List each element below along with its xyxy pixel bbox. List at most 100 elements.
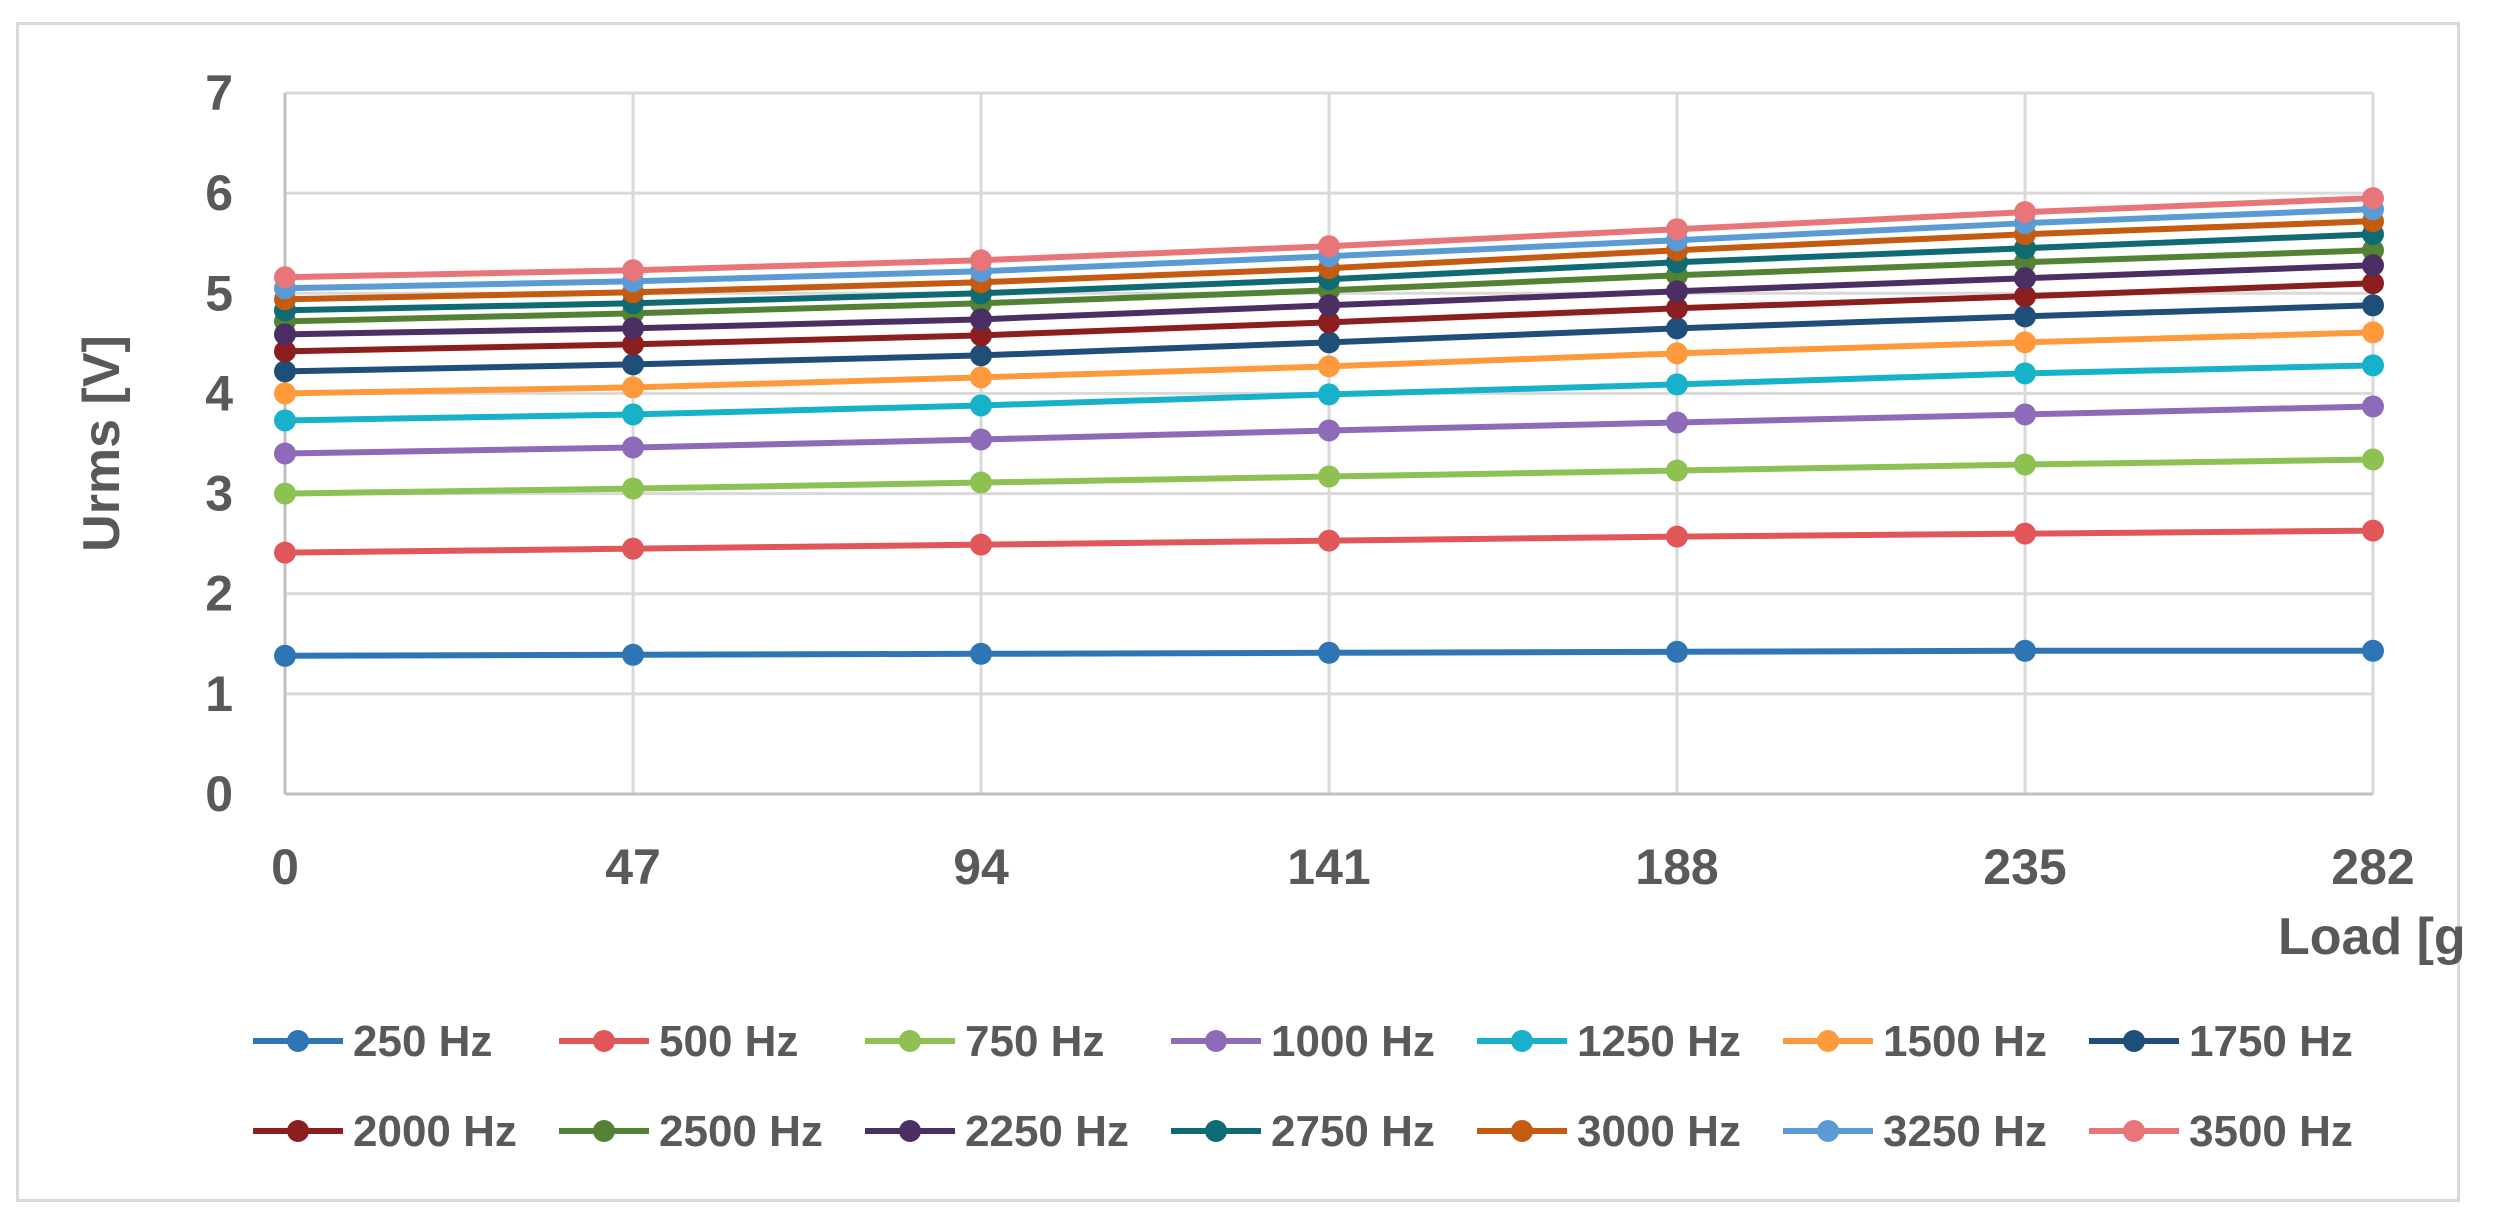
data-point [2362,294,2384,317]
x-tick-label: 282 [2331,839,2414,895]
gridlines [285,91,2375,794]
data-point [1666,342,1688,365]
series-3500-hz [274,187,2384,289]
data-point [970,366,992,389]
legend-label: 3000 Hz [1577,1107,1741,1156]
data-point [2014,362,2036,385]
data-point [1666,640,1688,663]
data-point [2014,285,2036,308]
series-1750-hz [274,294,2384,383]
legend: 250 Hz 500 Hz 750 Hz 1000 Hz 1250 Hz 1500 Hz 1… [253,1017,2353,1156]
data-point [1666,525,1688,548]
series-2000-hz [274,272,2384,363]
data-point [1666,411,1688,434]
series-1250-hz [274,354,2384,432]
series-250-hz [274,639,2384,667]
data-point [622,353,644,376]
data-point [2362,448,2384,471]
data-point [1666,373,1688,396]
legend-label: 2000 Hz [353,1107,517,1156]
legend-label: 2750 Hz [1271,1107,1435,1156]
legend-label: 2250 Hz [965,1107,1129,1156]
legend-item: 3000 Hz [1477,1107,1741,1156]
data-point [1318,331,1340,354]
x-tick-label: 47 [605,839,661,895]
data-point [2014,403,2036,426]
legend-swatch-marker [2123,1030,2145,1052]
data-point [970,394,992,417]
x-axis-title: Load [g] [2278,908,2463,966]
data-point [2362,519,2384,542]
y-tick-label: 2 [205,566,233,622]
y-tick-label: 3 [205,466,233,522]
legend-swatch-marker [287,1120,309,1142]
data-point [274,442,296,465]
data-point [622,333,644,356]
legend-swatch-marker [1817,1030,1839,1052]
legend-item: 2500 Hz [559,1107,823,1156]
legend-swatch-marker [1205,1030,1227,1052]
legend-item: 3500 Hz [2089,1107,2353,1156]
legend-label: 1250 Hz [1577,1017,1741,1066]
data-point [2362,272,2384,295]
series-750-hz [274,448,2384,505]
data-point [970,533,992,556]
legend-label: 1750 Hz [2189,1017,2353,1066]
data-point [1318,529,1340,552]
legend-swatch-marker [1205,1120,1227,1142]
data-point [970,344,992,367]
y-tick-label: 5 [205,265,233,321]
data-point [622,376,644,399]
legend-swatch-marker [1817,1120,1839,1142]
legend-label: 3250 Hz [1883,1107,2047,1156]
line-chart: 0 1 2 3 4 5 6 7 0 47 94 141 188 235 282 Urms [V] Load … [73,65,2463,1156]
legend-label: 3500 Hz [2189,1107,2353,1156]
legend-label: 2500 Hz [659,1107,823,1156]
data-point [2014,305,2036,328]
data-point [622,537,644,560]
data-point [1666,280,1688,303]
data-point [1318,419,1340,442]
data-point [2014,331,2036,354]
data-point [274,644,296,667]
legend-swatch-marker [1511,1030,1533,1052]
data-point [2362,354,2384,377]
data-point [1318,235,1340,258]
data-point [274,382,296,405]
data-point [622,477,644,500]
x-tick-label: 235 [1983,839,2066,895]
legend-swatch-marker [2123,1120,2145,1142]
data-point [2362,187,2384,210]
data-point [2014,267,2036,290]
series-1000-hz [274,395,2384,465]
legend-item: 1000 Hz [1171,1017,1435,1066]
legend-label: 250 Hz [353,1017,492,1066]
y-tick-label: 7 [205,65,233,121]
legend-item: 250 Hz [253,1017,492,1066]
data-point [274,541,296,564]
data-point [622,403,644,426]
y-tick-label: 0 [205,766,233,822]
series-2250-hz [274,254,2384,346]
legend-item: 2250 Hz [865,1107,1129,1156]
data-point [2014,522,2036,545]
legend-swatch-marker [899,1030,921,1052]
legend-item: 1250 Hz [1477,1017,1741,1066]
legend-item: 1750 Hz [2089,1017,2353,1066]
y-tick-label: 4 [205,365,233,421]
tick-labels: 0 1 2 3 4 5 6 7 0 47 94 141 188 235 282 [205,65,2415,895]
data-point [2362,395,2384,418]
legend-label: 750 Hz [965,1017,1104,1066]
data-point [622,436,644,459]
x-tick-label: 94 [953,839,1009,895]
data-point [1318,465,1340,488]
data-point [1318,311,1340,334]
data-point [1666,459,1688,482]
data-point [2014,453,2036,476]
legend-label: 1000 Hz [1271,1017,1435,1066]
data-point [970,308,992,331]
data-point [2362,639,2384,662]
legend-swatch-marker [593,1030,615,1052]
series-1500-hz [274,321,2384,405]
data-point [970,642,992,665]
